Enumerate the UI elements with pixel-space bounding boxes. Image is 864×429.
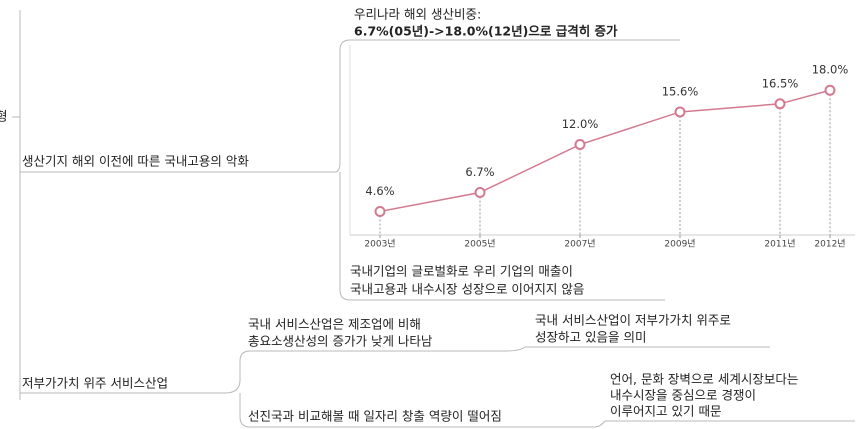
connector <box>239 393 595 428</box>
node-label: 내수시장을 중심으로 경쟁이 <box>610 388 756 403</box>
connector <box>339 172 665 301</box>
series-line <box>379 89 831 213</box>
x-tick-label: 2003년 <box>364 239 395 250</box>
point <box>824 84 836 96</box>
node-label: 선진국과 비교해볼 때 일자리 창출 역량이 떨어짐 <box>248 409 502 424</box>
connector <box>334 39 680 173</box>
value-label: 4.6% <box>365 184 394 198</box>
node-label: 언어, 문화 장벽으로 세계시장보다는 <box>610 372 798 387</box>
root-label: 형 <box>0 109 8 124</box>
value-label: 18.0% <box>812 63 849 77</box>
node-label: 성장하고 있음을 의미 <box>535 330 646 345</box>
x-tick-label: 2009년 <box>664 239 695 250</box>
node-label: 국내기업의 글로벌화로 우리 기업의 매출이 <box>350 264 573 279</box>
point <box>674 106 686 118</box>
point <box>374 205 386 217</box>
point <box>774 98 786 110</box>
connectors <box>12 10 855 428</box>
chart-title: 우리나라 해외 생산비중: <box>354 7 481 22</box>
value-label: 6.7% <box>465 165 494 179</box>
x-tick-label: 2005년 <box>464 239 495 250</box>
value-label: 12.0% <box>562 117 599 131</box>
chart-subtitle: 6.7%(05년)->18.0%(12년)으로 급격히 증가 <box>354 24 618 39</box>
connector <box>224 350 505 394</box>
node-label: 저부가가치 위주 서비스산업 <box>22 376 168 391</box>
value-label: 15.6% <box>662 84 699 98</box>
x-tick-label: 2012년 <box>814 239 845 250</box>
point <box>474 186 486 198</box>
node-label: 총요소생산성의 증가가 낮게 나타남 <box>248 334 433 349</box>
chart: 2003년 2005년 2007년 2009년 2011년 2012년 4.6% 6.7% 12… <box>364 63 848 250</box>
point <box>574 139 586 151</box>
connector <box>504 346 770 352</box>
node-label: 국내 서비스산업이 저부가가치 위주로 <box>535 313 731 328</box>
x-tick-label: 2007년 <box>564 239 595 250</box>
value-label: 16.5% <box>762 76 799 90</box>
node-label: 국내 서비스산업은 제조업에 비해 <box>248 317 421 332</box>
connector <box>594 420 855 428</box>
x-tick-label: 2011년 <box>764 239 795 250</box>
node-label: 이루어지고 있기 때문 <box>610 404 721 419</box>
trunk <box>12 10 21 400</box>
node-label: 국내고용과 내수시장 성장으로 이어지지 않음 <box>350 282 584 297</box>
node-label: 생산기지 해외 이전에 따른 국내고용의 악화 <box>22 154 249 169</box>
